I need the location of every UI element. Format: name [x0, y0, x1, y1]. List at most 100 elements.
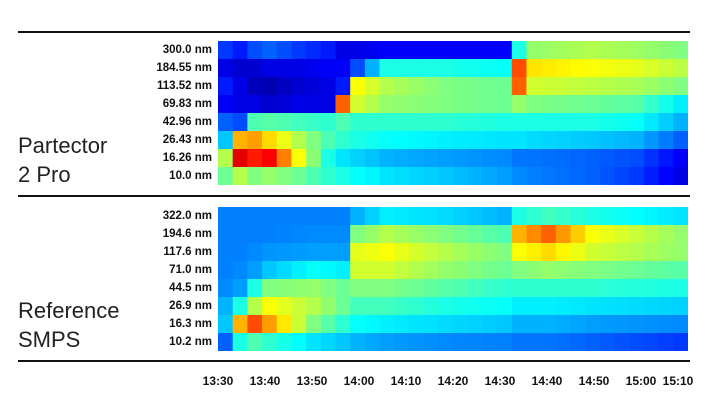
- heatmap-cell: [320, 261, 337, 280]
- heatmap-cell: [453, 149, 469, 168]
- heatmap-cell: [335, 131, 351, 150]
- heatmap-cell: [438, 77, 454, 96]
- heatmap-cell: [262, 261, 278, 280]
- heatmap-cell: [379, 315, 395, 334]
- x-tick-label: 13:50: [296, 374, 328, 388]
- heatmap-cell: [438, 41, 454, 60]
- heatmap-cell: [570, 41, 586, 60]
- heatmap-cell: [262, 131, 278, 150]
- heatmap-cell: [218, 131, 234, 150]
- heatmap-cell: [497, 167, 513, 185]
- heatmap-cell: [541, 261, 557, 280]
- heatmap-cell: [511, 41, 528, 60]
- heatmap-cell: [497, 113, 513, 132]
- heatmap-cell: [599, 225, 616, 244]
- heatmap-cell: [320, 131, 337, 150]
- x-tick-label: 14:30: [484, 374, 516, 388]
- y-axis-partector: 300.0 nm 184.55 nm 113.52 nm 69.83 nm 42.96 …: [100, 0, 212, 406]
- heatmap-cell: [629, 225, 645, 244]
- heatmap-cell: [364, 261, 381, 280]
- heatmap-cell: [291, 261, 307, 280]
- heatmap-cell: [467, 113, 483, 132]
- heatmap-cell: [673, 77, 688, 96]
- heatmap-cell: [247, 225, 263, 244]
- heatmap-cell: [453, 315, 469, 334]
- heatmap-cell: [218, 113, 234, 132]
- heatmap-cell: [658, 167, 674, 185]
- heatmap-cell: [658, 131, 674, 150]
- heatmap-cell: [629, 243, 645, 262]
- heatmap-cell: [453, 77, 469, 96]
- heatmap-cell: [218, 315, 234, 334]
- y-tick-label: 117.6 nm: [163, 246, 212, 258]
- heatmap-cell: [570, 279, 586, 298]
- heatmap-cell: [306, 167, 322, 185]
- heatmap-cell: [218, 59, 234, 78]
- y-tick-label: 26.9 nm: [169, 300, 212, 312]
- heatmap-cell: [423, 131, 439, 150]
- heatmap-cell: [276, 315, 293, 334]
- heatmap-cell: [394, 113, 410, 132]
- panel-label-line: Partector: [18, 133, 108, 158]
- heatmap-cell: [614, 41, 630, 60]
- heatmap-cell: [423, 59, 439, 78]
- heatmap-cell: [482, 59, 498, 78]
- heatmap-cell: [570, 59, 586, 78]
- heatmap-cell: [658, 207, 674, 226]
- heatmap-cell: [364, 113, 381, 132]
- heatmap-cell: [379, 243, 395, 262]
- heatmap-cell: [306, 77, 322, 96]
- heatmap-cell: [614, 77, 630, 96]
- y-tick-label: 16.26 nm: [162, 152, 212, 164]
- heatmap-cell: [335, 167, 351, 185]
- x-tick-label: 14:40: [531, 374, 563, 388]
- heatmap-cell: [247, 95, 263, 114]
- heatmap-cell: [247, 207, 263, 226]
- heatmap-cell: [526, 225, 542, 244]
- heatmap-cell: [350, 243, 366, 262]
- heatmap-cell: [408, 333, 425, 351]
- heatmap-cell: [262, 243, 278, 262]
- heatmap-cell: [511, 95, 528, 114]
- heatmap-cell: [364, 131, 381, 150]
- heatmap-cell: [614, 279, 630, 298]
- heatmap-cell: [511, 59, 528, 78]
- heatmap-cell: [320, 315, 337, 334]
- heatmap-cell: [262, 333, 278, 351]
- heatmap-cell: [438, 95, 454, 114]
- heatmap-cell: [629, 315, 645, 334]
- heatmap-smps: [218, 207, 688, 351]
- heatmap-cell: [599, 333, 616, 351]
- heatmap-cell: [423, 167, 439, 185]
- heatmap-cell: [423, 149, 439, 168]
- heatmap-cell: [541, 297, 557, 316]
- heatmap-cell: [673, 59, 688, 78]
- heatmap-cell: [232, 225, 248, 244]
- heatmap-cell: [262, 113, 278, 132]
- heatmap-cell: [306, 225, 322, 244]
- heatmap-cell: [379, 297, 395, 316]
- heatmap-cell: [232, 41, 248, 60]
- heatmap-cell: [673, 207, 688, 226]
- heatmap-cell: [350, 59, 366, 78]
- heatmap-cell: [232, 333, 248, 351]
- x-tick-label: 13:30: [202, 374, 234, 388]
- heatmap-cell: [364, 243, 381, 262]
- heatmap-cell: [467, 59, 483, 78]
- heatmap-cell: [306, 243, 322, 262]
- heatmap-cell: [585, 59, 601, 78]
- heatmap-cell: [350, 261, 366, 280]
- heatmap-cell: [379, 261, 395, 280]
- heatmap-cell: [379, 279, 395, 298]
- heatmap-cell: [438, 149, 454, 168]
- heatmap-cell: [497, 95, 513, 114]
- heatmap-cell: [335, 207, 351, 226]
- heatmap-cell: [585, 297, 601, 316]
- heatmap-cell: [291, 95, 307, 114]
- heatmap-cell: [379, 149, 395, 168]
- heatmap-cell: [497, 243, 513, 262]
- heatmap-cell: [320, 59, 337, 78]
- heatmap-cell: [585, 149, 601, 168]
- heatmap-cell: [320, 333, 337, 351]
- heatmap-cell: [585, 207, 601, 226]
